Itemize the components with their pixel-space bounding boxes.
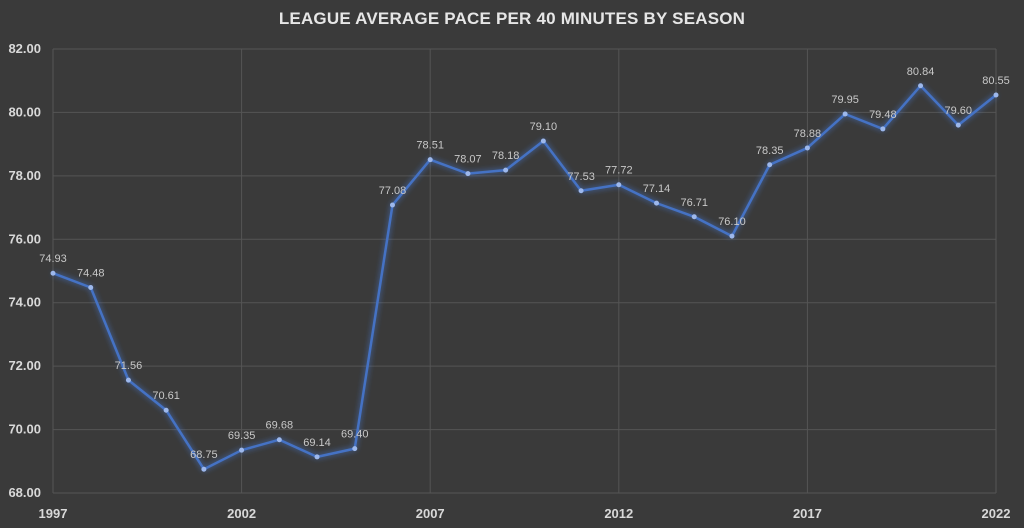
data-point <box>654 200 660 206</box>
data-point <box>314 454 320 460</box>
x-tick-label: 2002 <box>227 506 256 521</box>
y-tick-label: 74.00 <box>8 295 41 310</box>
y-tick-label: 70.00 <box>8 422 41 437</box>
data-label: 77.08 <box>379 185 407 197</box>
data-label: 69.40 <box>341 429 369 441</box>
data-label: 78.07 <box>454 154 482 166</box>
data-point <box>201 466 207 472</box>
data-label: 79.60 <box>945 105 973 117</box>
data-label: 77.14 <box>643 183 671 195</box>
x-tick-label: 2007 <box>416 506 445 521</box>
y-tick-label: 82.00 <box>8 41 41 56</box>
x-tick-label: 2017 <box>793 506 822 521</box>
data-label: 76.10 <box>718 216 746 228</box>
data-point <box>50 270 56 276</box>
data-label: 78.35 <box>756 145 784 157</box>
data-point <box>239 447 245 453</box>
data-point <box>842 111 848 117</box>
data-label: 79.10 <box>530 121 558 133</box>
data-label: 69.68 <box>266 420 294 432</box>
data-point <box>163 407 169 413</box>
data-label: 71.56 <box>115 360 143 372</box>
data-point <box>880 126 886 132</box>
data-label: 70.61 <box>152 390 180 402</box>
chart-title: LEAGUE AVERAGE PACE PER 40 MINUTES BY SE… <box>278 9 746 28</box>
data-point <box>503 167 509 173</box>
data-point <box>352 446 358 452</box>
data-point <box>578 188 584 194</box>
data-label: 77.53 <box>567 171 595 183</box>
data-label: 78.88 <box>794 128 822 140</box>
data-point <box>88 284 94 290</box>
data-label: 80.84 <box>907 66 935 78</box>
x-tick-label: 2012 <box>604 506 633 521</box>
data-label: 77.72 <box>605 165 633 177</box>
data-point <box>767 162 773 168</box>
data-label: 74.93 <box>39 253 67 265</box>
data-label: 69.14 <box>303 437 331 449</box>
y-tick-label: 68.00 <box>8 485 41 500</box>
data-label: 68.75 <box>190 449 218 461</box>
y-tick-label: 78.00 <box>8 168 41 183</box>
data-label: 74.48 <box>77 267 105 279</box>
data-point <box>691 214 697 220</box>
data-label: 78.18 <box>492 150 520 162</box>
data-label: 69.35 <box>228 430 256 442</box>
data-point <box>427 157 433 163</box>
data-label: 80.55 <box>982 75 1010 87</box>
data-label: 76.71 <box>680 197 708 209</box>
data-point <box>389 202 395 208</box>
data-point <box>276 437 282 443</box>
data-point <box>616 182 622 188</box>
data-point <box>918 83 924 89</box>
data-point <box>125 377 131 383</box>
data-point <box>955 122 961 128</box>
y-tick-label: 76.00 <box>8 231 41 246</box>
data-point <box>540 138 546 144</box>
y-tick-label: 80.00 <box>8 104 41 119</box>
data-label: 79.48 <box>869 109 897 121</box>
data-point <box>729 233 735 239</box>
series-line <box>52 84 997 471</box>
data-point <box>804 145 810 151</box>
y-tick-label: 72.00 <box>8 358 41 373</box>
data-label: 78.51 <box>416 140 444 152</box>
data-point <box>993 92 999 98</box>
data-point <box>465 171 471 177</box>
data-label: 79.95 <box>831 94 859 106</box>
x-tick-label: 1997 <box>39 506 68 521</box>
x-tick-label: 2022 <box>982 506 1011 521</box>
